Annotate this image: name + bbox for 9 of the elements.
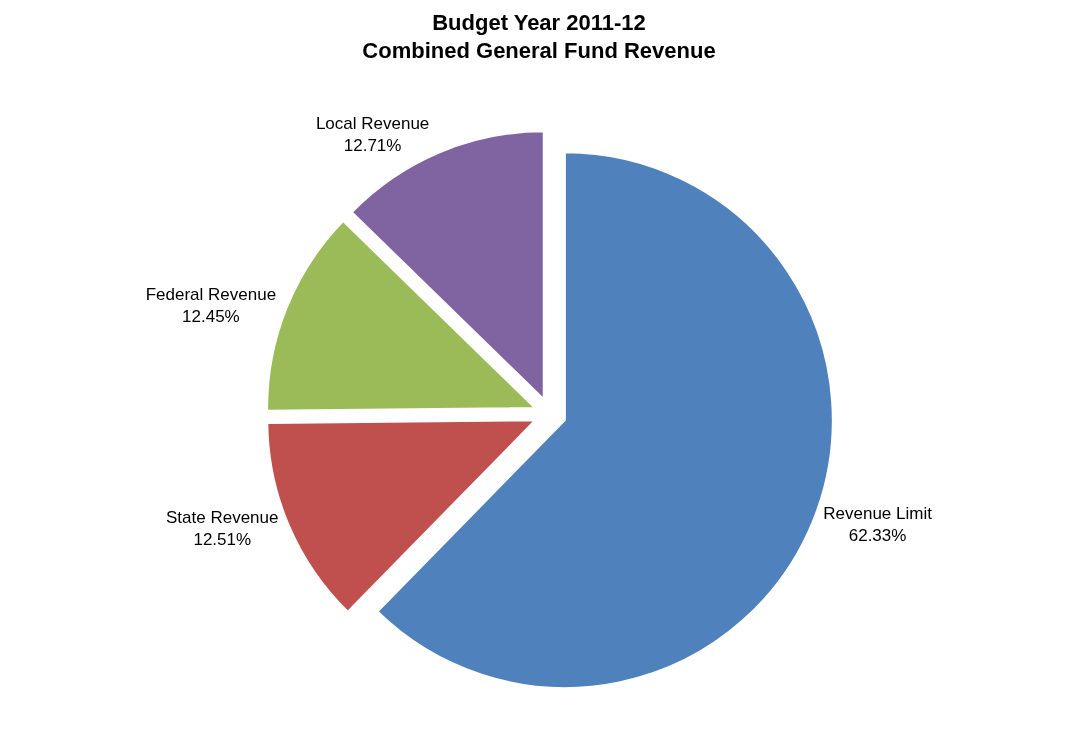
slice-label: State Revenue (166, 508, 279, 528)
data-label: 12.45% (182, 307, 240, 327)
slice-label: Revenue Limit (823, 503, 933, 523)
data-label: 12.51% (193, 530, 252, 550)
slice-label: Federal Revenue (145, 284, 277, 304)
chart-title: Budget Year 2011-12 Combined General Fund Revenue (362, 9, 716, 64)
data-label: 62.33% (848, 525, 907, 545)
data-label: 12.71% (343, 136, 402, 156)
slice-label: Local Revenue (315, 114, 430, 134)
